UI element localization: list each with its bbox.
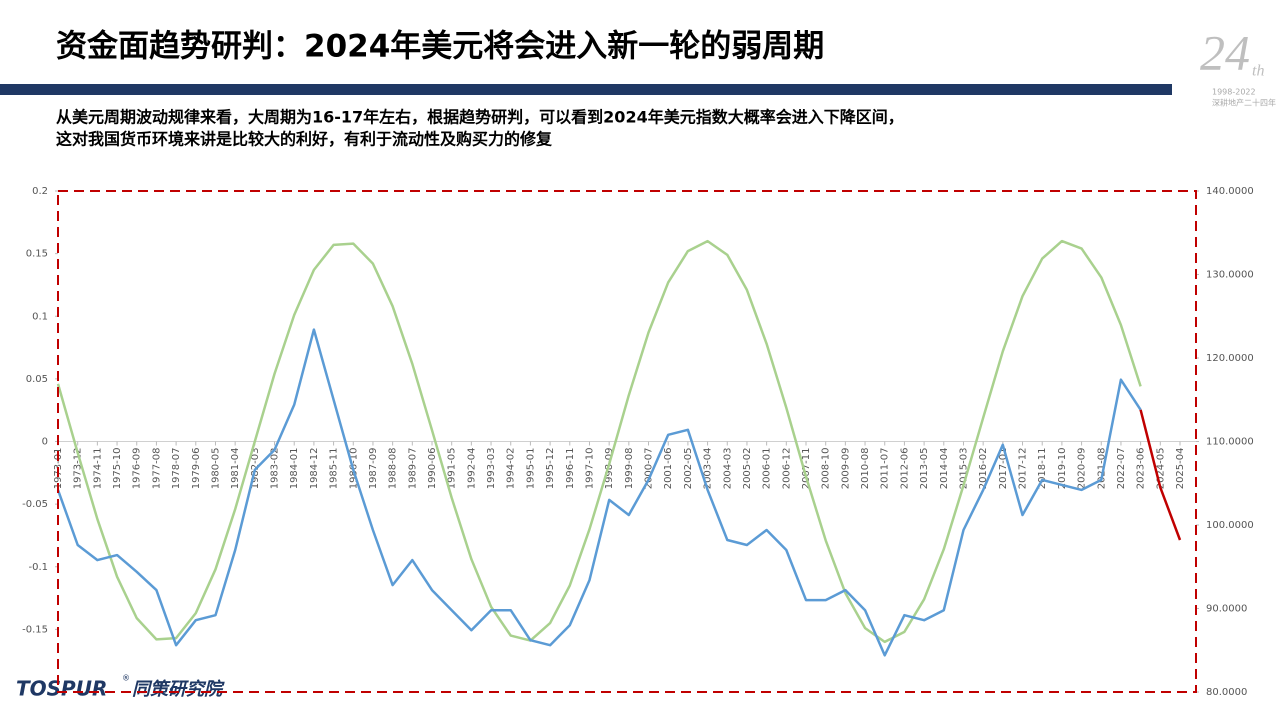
x-tick-label: 1985-11 [329,448,340,490]
x-tick-label: 1983-02 [270,448,281,490]
x-tick-label: 1988-08 [388,448,399,490]
x-tick-label: 2006-01 [762,448,773,490]
x-tick-label: 2015-03 [958,448,969,490]
x-tick-label: 1990-06 [427,448,438,490]
x-tick-label: 2008-10 [821,448,832,490]
x-tick-label: 2019-10 [1057,448,1068,490]
x-tick-label: 2001-06 [663,448,674,490]
x-tick-label: 2024-05 [1155,448,1166,490]
subtitle-line: 从美元周期波动规律来看，大周期为16-17年左右，根据趋势研判，可以看到2024… [56,108,904,127]
x-tick-label: 2018-11 [1037,448,1048,490]
x-tick-label: 2005-02 [742,448,753,490]
y2-tick-label: 120.0000 [1206,353,1254,364]
logo-suffix: th [1252,63,1264,80]
y-tick-label: 0.15 [26,249,48,260]
x-tick-label: 1994-02 [506,448,517,490]
y-tick-label: -0.15 [22,624,48,635]
x-tick-label: 2012-06 [899,448,910,490]
y2-tick-label: 110.0000 [1206,437,1254,448]
x-tick-label: 1974-11 [92,448,103,490]
x-tick-label: 2010-08 [860,448,871,490]
x-tick-label: 2022-07 [1116,448,1127,490]
x-tick-label: 1992-04 [466,448,477,490]
x-tick-label: 2002-05 [683,448,694,490]
x-tick-label: 1984-01 [289,448,300,490]
x-tick-label: 1996-11 [565,448,576,490]
x-tick-label: 1981-04 [230,448,241,490]
x-tick-label: 2009-09 [840,448,851,490]
x-tick-label: 2016-02 [978,448,989,490]
x-tick-label: 1977-08 [151,448,162,490]
y2-tick-label: 80.0000 [1206,687,1247,698]
y-tick-label: 0 [42,437,48,448]
logo-slogan: 深耕地产二十四年 [1212,98,1276,108]
series-line [1139,409,1182,541]
y-tick-label: -0.1 [28,562,48,573]
y2-tick-label: 140.0000 [1206,186,1254,197]
x-tick-label: 2020-09 [1077,448,1088,490]
x-tick-label: 2006-12 [781,448,792,490]
series-line [56,328,1142,657]
y-tick-label: 0.2 [32,186,48,197]
x-tick-label: 2011-07 [880,448,891,490]
x-tick-label: 1991-05 [447,448,458,490]
x-tick-label: 1995-01 [525,448,536,490]
x-tick-label: 2004-03 [722,448,733,490]
y-tick-label: -0.05 [22,499,48,510]
subtitle-line: 这对我国货币环境来讲是比较大的利好，有利于流动性及购买力的修复 [56,130,553,149]
x-tick-label: 2021-08 [1096,448,1107,490]
chart: 0.2 0.15 0.1 0.05 0 -0.05 -0.1 -0.15 140.0000 130… [22,186,1254,698]
slide-title: 资金面趋势研判：2024年美元将会进入新一轮的弱周期 [56,29,824,65]
x-tick-label: 1999-08 [624,448,635,490]
y-tick-label: 0.05 [26,374,48,385]
footer-brand: TOSPUR [16,677,107,701]
x-tick-label: 2007-11 [801,448,812,490]
chart-frame [57,190,1197,693]
x-tick-label: 2025-04 [1175,448,1186,490]
x-tick-label: 2017-12 [1018,448,1029,490]
x-tick-label: 1997-10 [584,448,595,490]
x-tick-label: 2013-05 [919,448,930,490]
x-tick-label: 2003-04 [703,448,714,490]
x-tick-label: 1980-05 [210,448,221,490]
x-tick-label: 1987-09 [368,448,379,490]
x-tick-label: 1976-09 [132,448,143,490]
x-tick-label: 1984-12 [309,448,320,490]
x-tick-label: 2023-06 [1136,448,1147,490]
x-tick-label: 1989-07 [407,448,418,490]
series-line [56,239,1142,644]
x-tick-label: 2017-01 [998,448,1009,490]
y2-tick-label: 130.0000 [1206,270,1254,281]
x-tick-label: 1993-03 [486,448,497,490]
x-tick-label: 1978-07 [171,448,182,490]
x-tick-label: 1973-12 [73,448,84,490]
title-bar [0,84,1172,95]
logo-number: 24 [1200,24,1250,80]
logo-years: 1998-2022 [1212,88,1256,97]
x-tick-label: 1979-06 [191,448,202,490]
y-tick-label: 0.1 [32,311,48,322]
footer-mark: ® [122,674,130,683]
y2-tick-label: 90.0000 [1206,604,1247,615]
x-tick-label: 1998-09 [604,448,615,490]
x-tick-label: 1995-12 [545,448,556,490]
x-tick-label: 1975-10 [112,448,123,490]
footer-institute: 同策研究院 [132,679,225,700]
x-tick-label: 2014-04 [939,448,950,490]
y2-tick-label: 100.0000 [1206,520,1254,531]
x-tick-label: 2000-07 [644,448,655,490]
